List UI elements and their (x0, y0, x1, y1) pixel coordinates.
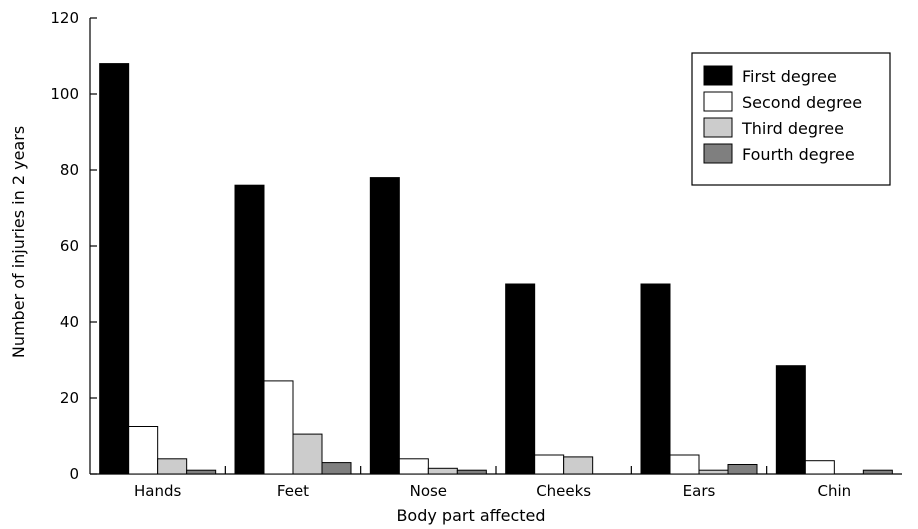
y-tick-label: 60 (60, 237, 79, 255)
bar (698, 469, 729, 475)
bar (727, 464, 758, 475)
bar (398, 458, 429, 475)
x-tick-label: Nose (410, 482, 447, 500)
bar (534, 454, 565, 475)
y-tick-label: 40 (60, 313, 79, 331)
x-tick-label: Feet (277, 482, 309, 500)
bar (234, 184, 265, 475)
bars (99, 63, 893, 475)
legend-label: First degree (742, 67, 837, 86)
bar (669, 454, 700, 475)
y-axis: 0 20 40 60 80 100 120 (50, 9, 97, 483)
bar (862, 469, 893, 475)
x-tick-label: Ears (683, 482, 716, 500)
legend-label: Third degree (741, 119, 844, 138)
x-tick-label: Chin (818, 482, 852, 500)
bar (640, 283, 671, 475)
y-tick-label: 20 (60, 389, 79, 407)
bar (157, 458, 188, 475)
y-tick-label: 120 (50, 9, 79, 27)
x-tick-label: Cheeks (536, 482, 591, 500)
bar (186, 469, 217, 475)
legend-label: Fourth degree (742, 145, 855, 164)
bar (427, 467, 458, 475)
bar (505, 283, 536, 475)
bar (263, 380, 294, 475)
bar (563, 456, 594, 475)
legend-swatch (703, 143, 733, 164)
bar (775, 365, 806, 475)
legend-label: Second degree (742, 93, 862, 112)
bar (99, 63, 130, 475)
legend: First degree Second degree Third degree Fou… (691, 52, 891, 186)
legend-swatch (703, 65, 733, 86)
bar (128, 426, 159, 475)
x-axis-title: Body part affected (396, 506, 545, 525)
bar (456, 469, 487, 475)
bar (321, 462, 352, 475)
legend-swatch (703, 91, 733, 112)
y-tick-label: 0 (69, 465, 79, 483)
bar (804, 460, 835, 475)
y-tick-label: 80 (60, 161, 79, 179)
x-tick-label: Hands (134, 482, 181, 500)
bar (292, 433, 323, 475)
y-tick-label: 100 (50, 85, 79, 103)
y-axis-title: Number of injuries in 2 years (9, 126, 28, 358)
bar (369, 177, 400, 475)
x-axis: Hands Feet Nose Cheeks Ears Chin (90, 466, 902, 500)
legend-swatch (703, 117, 733, 138)
